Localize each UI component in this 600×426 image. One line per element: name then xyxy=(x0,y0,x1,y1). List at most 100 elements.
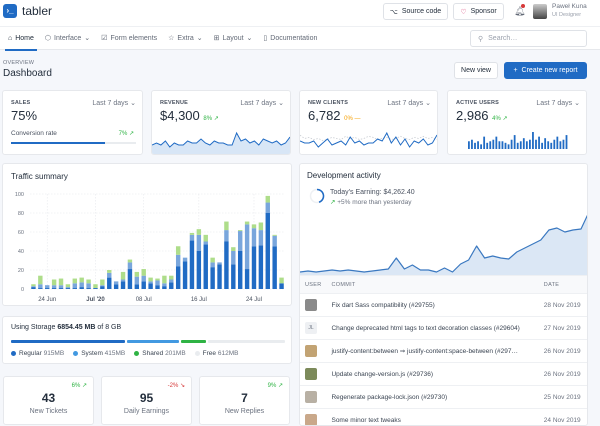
traffic-bar-segment xyxy=(196,229,202,235)
sponsor-button[interactable]: ♡ Sponsor xyxy=(453,3,504,20)
range-dropdown[interactable]: Last 7 days ⌄ xyxy=(387,99,431,107)
create-report-button[interactable]: + Create new report xyxy=(504,62,587,79)
y-tick-label: 0 xyxy=(21,287,24,293)
commit-message: justify-content:between ⇒ justify-conten… xyxy=(326,339,539,363)
traffic-bar-segment xyxy=(182,261,188,289)
traffic-bar-segment xyxy=(196,234,202,251)
users-bar xyxy=(489,141,492,149)
traffic-bar-segment xyxy=(265,213,270,289)
traffic-bar-segment xyxy=(162,283,167,287)
brand-name[interactable]: tabler xyxy=(22,4,53,18)
traffic-bar-segment xyxy=(65,284,71,288)
stat-card-sales: SALES Last 7 days ⌄ 75% Conversion rate … xyxy=(2,90,143,155)
nav-label: Interface xyxy=(54,34,82,42)
new-view-button[interactable]: New view xyxy=(454,62,498,79)
users-bar xyxy=(486,142,489,149)
nav-layout[interactable]: ⊞ Layout ⌄ xyxy=(214,34,253,43)
traffic-bar-segment xyxy=(113,281,119,285)
users-bar xyxy=(538,136,540,149)
range-dropdown[interactable]: Last 7 days ⌄ xyxy=(536,99,580,107)
search-icon: ⚲ xyxy=(478,35,484,43)
stat-label: SALES xyxy=(11,100,31,106)
nav-interface[interactable]: ⬡ Interface ⌄ xyxy=(44,34,90,43)
users-bar xyxy=(483,136,486,149)
mini-card-new-replies: 9% ↗ 7 New Replies xyxy=(199,376,290,425)
trending-up-icon: ↗ xyxy=(128,131,134,137)
y-tick-label: 80 xyxy=(18,211,24,217)
traffic-bar-segment xyxy=(237,230,243,232)
commit-date: 25 Nov 2019 xyxy=(538,385,587,409)
stat-change-text: 8% xyxy=(203,116,213,122)
traffic-bar-segment xyxy=(265,202,270,213)
nav-documentation[interactable]: ▯ Documentation xyxy=(263,34,318,43)
tabler-logo-icon[interactable]: ›_ xyxy=(3,4,17,18)
page-title: Dashboard xyxy=(3,68,52,79)
user-name[interactable]: Paweł Kuna xyxy=(552,3,587,10)
nav-home[interactable]: ⌂ Home xyxy=(5,34,37,51)
traffic-bar-segment xyxy=(127,259,133,263)
avatar xyxy=(305,391,317,403)
traffic-bar-segment xyxy=(169,275,174,280)
trend-icon: — xyxy=(354,116,361,122)
traffic-bar-segment xyxy=(51,279,57,286)
storage-legend: Regular 915MB System 415MB Shared 201MB Fre… xyxy=(11,350,238,357)
range-dropdown[interactable]: Last 7 days ⌄ xyxy=(92,99,136,107)
commit-row[interactable]: Some minor text tweaks 24 Nov 2019 xyxy=(300,408,587,425)
traffic-bar-segment xyxy=(107,270,112,273)
legend-value: 915MB xyxy=(43,350,65,357)
traffic-bar-segment xyxy=(196,251,202,289)
traffic-bar-segment xyxy=(65,287,71,289)
traffic-bar-segment xyxy=(189,240,195,289)
source-code-button[interactable]: ⌥ Source code xyxy=(383,3,448,20)
home-icon: ⌂ xyxy=(8,34,13,42)
traffic-bar-segment xyxy=(224,230,229,242)
avatar xyxy=(305,368,317,380)
bell-icon[interactable]: 🔔︎ xyxy=(514,6,526,16)
users-bar xyxy=(495,136,498,149)
nav-label: Documentation xyxy=(270,34,318,42)
earning-change: ↗ +5% more than yesterday xyxy=(330,198,412,206)
storage-segment-regular xyxy=(11,340,126,343)
stat-value: 75% xyxy=(11,108,37,123)
legend-item: Free 612MB xyxy=(194,350,239,357)
traffic-bar-segment xyxy=(120,271,126,280)
stat-change: 0% — xyxy=(344,116,360,122)
commit-row[interactable]: Update change-version.js (#29736) 26 Nov … xyxy=(300,362,587,386)
nav-extra[interactable]: ☆ Extra ⌄ xyxy=(168,34,203,43)
commit-row[interactable]: JL Change deprecated html tags to text de… xyxy=(300,316,587,340)
stat-change-text: 4% xyxy=(492,116,501,122)
users-bar xyxy=(550,142,553,149)
search-placeholder: Search… xyxy=(488,35,518,42)
stat-value: 2,986 4% ↗ xyxy=(456,108,508,123)
legend-value: 612MB xyxy=(217,350,239,357)
range-dropdown[interactable]: Last 7 days ⌄ xyxy=(240,99,284,107)
nav-form-elements[interactable]: ☑ Form elements xyxy=(101,34,157,43)
legend-dot xyxy=(134,350,140,356)
users-bar xyxy=(468,141,470,149)
conversion-progress xyxy=(11,142,136,144)
commit-row[interactable]: Fix dart Sass compatibility (#29755) 28 N… xyxy=(300,293,587,317)
commit-row[interactable]: Regenerate package-lock.json (#29730) 25 … xyxy=(300,385,587,409)
traffic-bar-segment xyxy=(127,262,133,270)
traffic-bar-segment xyxy=(141,275,146,282)
traffic-bar-segment xyxy=(148,281,153,284)
traffic-bar-segment xyxy=(107,272,112,278)
legend-value: 201MB xyxy=(165,350,186,357)
users-bar xyxy=(510,139,513,149)
users-bar xyxy=(525,141,528,149)
traffic-bar-segment xyxy=(169,279,174,283)
storage-progress xyxy=(11,340,285,343)
range-label: Last 7 days xyxy=(536,100,573,107)
users-bar xyxy=(529,139,531,149)
search-input[interactable]: ⚲ Search… xyxy=(470,30,587,47)
col-user: USER xyxy=(300,275,327,294)
avatar[interactable] xyxy=(533,4,547,19)
traffic-bar-segment xyxy=(258,222,264,231)
conversion-change-text: 7% xyxy=(118,131,128,137)
traffic-bar-segment xyxy=(244,224,250,270)
users-bar xyxy=(477,141,479,149)
chevron-down-icon: ⌄ xyxy=(278,100,284,107)
package-icon: ⬡ xyxy=(44,35,52,42)
traffic-bar-segment xyxy=(155,280,160,286)
commit-row[interactable]: justify-content:between ⇒ justify-conten… xyxy=(300,339,587,363)
